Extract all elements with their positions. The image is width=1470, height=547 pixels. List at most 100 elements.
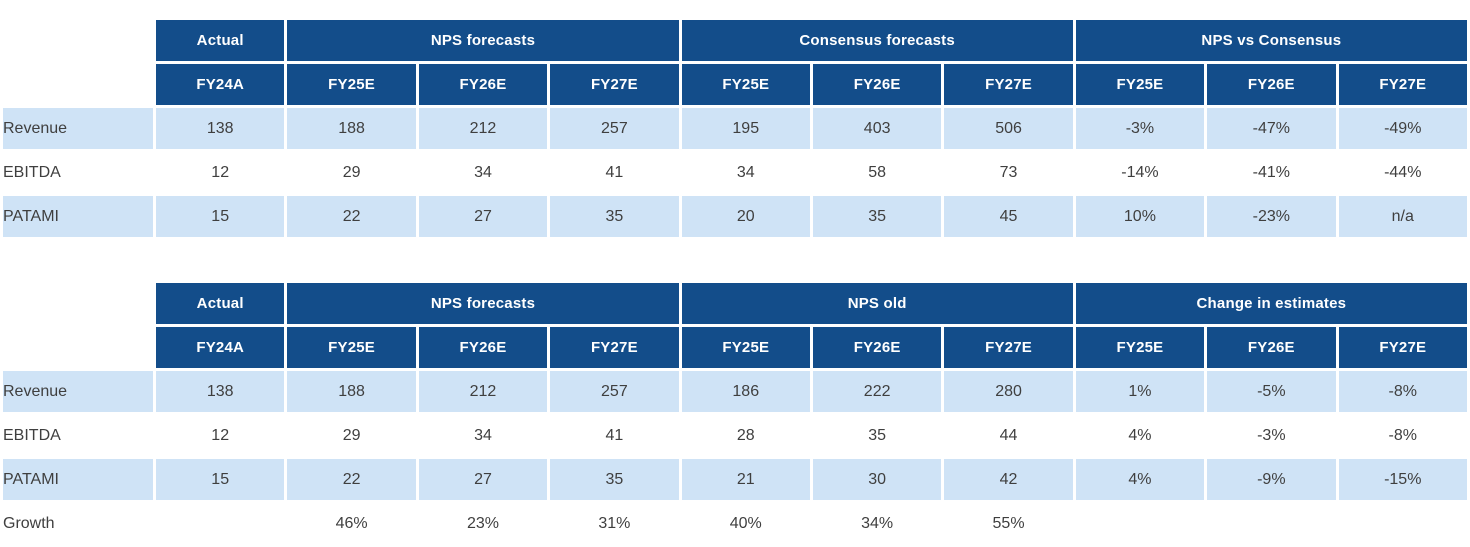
value-cell: 195 [681, 108, 810, 149]
year-header: FY26E [418, 327, 548, 368]
year-header: FY26E [1207, 327, 1336, 368]
value-cell: 42 [944, 459, 1073, 500]
year-header: FY26E [418, 64, 548, 105]
value-cell: 20 [681, 196, 810, 237]
value-cell: 46% [335, 514, 368, 532]
group-header-actual: Actual [156, 20, 285, 61]
year-header: FY25E [1075, 64, 1205, 105]
table-row-patami: PATAMI 15 22 27 35 21 30 42 4% -9% -15% [3, 459, 1467, 500]
value-cell: 138 [156, 371, 285, 412]
group-header-row: Actual NPS forecasts NPS old Change in e… [3, 283, 1467, 324]
table-row-growth: Growth 46% 23% 31% 40% 34% 55% [3, 503, 1467, 544]
value-cell: -23% [1207, 196, 1336, 237]
value-cell: 34 [474, 426, 492, 444]
year-header: FY24A [156, 327, 285, 368]
value-cell: 22 [287, 459, 416, 500]
value-cell: 1% [1075, 371, 1205, 412]
value-cell: 31% [598, 514, 631, 532]
group-header-nps-old: NPS old [681, 283, 1073, 324]
value-cell: 4% [1075, 459, 1205, 500]
year-header: FY25E [681, 327, 810, 368]
row-label: EBITDA [3, 426, 61, 444]
value-cell: 35 [812, 196, 942, 237]
value-cell: 15 [156, 459, 285, 500]
value-cell: -9% [1207, 459, 1336, 500]
value-cell: 30 [812, 459, 942, 500]
value-cell: 23% [466, 514, 499, 532]
row-label: EBITDA [3, 163, 61, 181]
row-label: Revenue [3, 371, 153, 412]
value-cell [1076, 503, 1204, 544]
row-label: PATAMI [3, 459, 153, 500]
year-header: FY27E [1338, 64, 1467, 105]
corner-spacer [3, 327, 153, 368]
year-header: FY25E [287, 327, 416, 368]
row-label: Growth [3, 514, 55, 532]
group-header-actual: Actual [156, 283, 285, 324]
group-header-row: Actual NPS forecasts Consensus forecasts… [3, 20, 1467, 61]
year-header: FY27E [944, 327, 1073, 368]
value-cell: -3% [1075, 108, 1205, 149]
value-cell: -8% [1338, 371, 1467, 412]
forecast-vs-old-estimates-table: Actual NPS forecasts NPS old Change in e… [0, 280, 1470, 547]
value-cell: 188 [287, 371, 416, 412]
value-cell: 15 [156, 196, 285, 237]
value-cell: 212 [418, 371, 548, 412]
value-cell: 45 [944, 196, 1073, 237]
value-cell: 58 [868, 163, 887, 181]
year-header-row: FY24A FY25E FY26E FY27E FY25E FY26E FY27… [3, 327, 1467, 368]
value-cell: 257 [550, 371, 679, 412]
value-cell [156, 503, 284, 544]
year-header: FY27E [944, 64, 1073, 105]
value-cell: -41% [1252, 163, 1290, 181]
value-cell: 29 [342, 163, 361, 181]
value-cell: 257 [550, 108, 679, 149]
corner-spacer [3, 283, 153, 324]
group-header-nps-forecasts: NPS forecasts [287, 283, 679, 324]
corner-spacer [3, 64, 153, 105]
value-cell: -47% [1207, 108, 1336, 149]
group-header-nps-vs-consensus: NPS vs Consensus [1075, 20, 1467, 61]
value-cell: 73 [999, 163, 1018, 181]
value-cell: 12 [211, 426, 230, 444]
value-cell: 55% [992, 514, 1025, 532]
value-cell: 22 [287, 196, 416, 237]
value-cell: 188 [287, 108, 416, 149]
value-cell: 41 [605, 163, 624, 181]
value-cell: 21 [681, 459, 810, 500]
table-row-revenue: Revenue 138 188 212 257 186 222 280 1% -… [3, 371, 1467, 412]
value-cell [1339, 503, 1467, 544]
value-cell: 41 [605, 426, 624, 444]
table-row-ebitda: EBITDA 12 29 34 41 34 58 73 -14% -41% -4… [3, 152, 1467, 193]
year-header: FY27E [1338, 327, 1467, 368]
year-header: FY24A [156, 64, 285, 105]
value-cell: 12 [211, 163, 230, 181]
value-cell: 403 [812, 108, 942, 149]
value-cell: 28 [736, 426, 755, 444]
group-header-consensus-forecasts: Consensus forecasts [681, 20, 1073, 61]
value-cell: -44% [1384, 163, 1422, 181]
value-cell: 506 [944, 108, 1073, 149]
value-cell: 35 [868, 426, 887, 444]
year-header: FY25E [681, 64, 810, 105]
table-row-patami: PATAMI 15 22 27 35 20 35 45 10% -23% n/a [3, 196, 1467, 237]
year-header: FY26E [1207, 64, 1336, 105]
value-cell: 40% [729, 514, 762, 532]
value-cell: 35 [550, 459, 679, 500]
row-label: Revenue [3, 108, 153, 149]
year-header-row: FY24A FY25E FY26E FY27E FY25E FY26E FY27… [3, 64, 1467, 105]
corner-spacer [3, 20, 153, 61]
value-cell: 34 [736, 163, 755, 181]
value-cell: 212 [418, 108, 548, 149]
value-cell: 44 [999, 426, 1018, 444]
year-header: FY27E [550, 327, 679, 368]
value-cell: -5% [1207, 371, 1336, 412]
year-header: FY26E [812, 327, 942, 368]
value-cell: 27 [418, 196, 548, 237]
value-cell: -14% [1121, 163, 1159, 181]
value-cell: -49% [1338, 108, 1467, 149]
value-cell: 27 [418, 459, 548, 500]
value-cell: 186 [681, 371, 810, 412]
year-header: FY25E [287, 64, 416, 105]
value-cell: n/a [1338, 196, 1467, 237]
